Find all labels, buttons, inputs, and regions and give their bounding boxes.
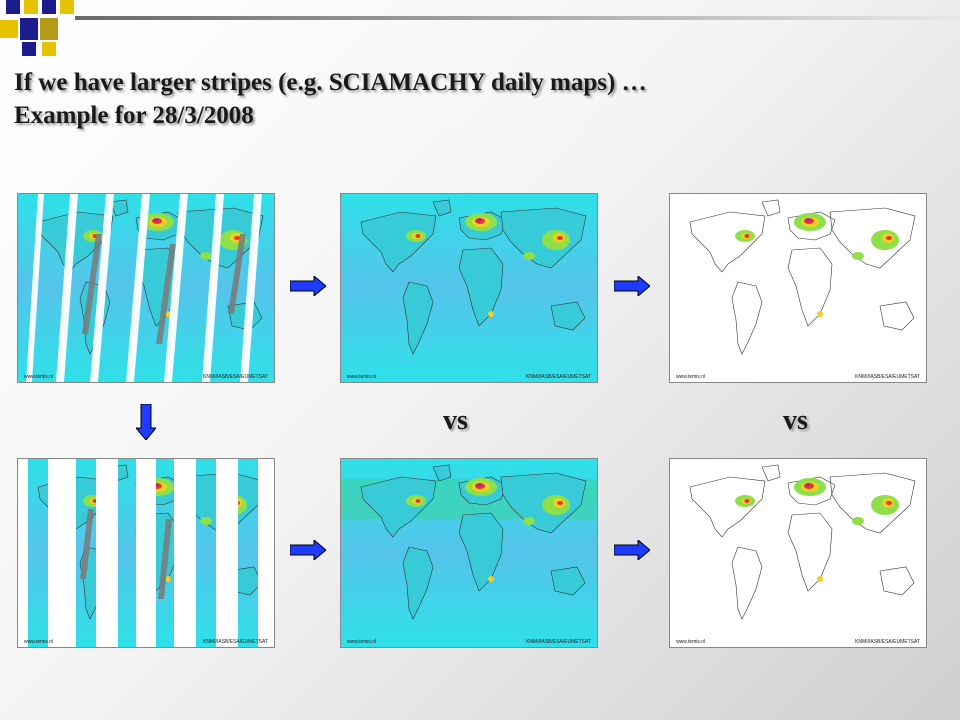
map-orbit-stripes-full: www.temis.nl KNMI/IASB/ESA/EUMETSAT [17,193,275,383]
map-reconstructed-thresholded: www.temis.nl KNMI/IASB/ESA/EUMETSAT [669,458,927,648]
title-line-1: If we have larger stripes (e.g. SCIAMACH… [14,69,647,96]
map-caption-credit: KNMI/IASB/ESA/EUMETSAT [855,374,920,380]
map-caption-credit: KNMI/IASB/ESA/EUMETSAT [203,374,268,380]
map-caption-source: www.temis.nl [24,374,54,380]
map-full-coverage: www.temis.nl KNMI/IASB/ESA/EUMETSAT [340,193,598,383]
top-rule [75,16,960,20]
title-line-2: Example for 28/3/2008 [14,102,254,129]
slide-title: If we have larger stripes (e.g. SCIAMACH… [14,66,914,132]
arrow-right-icon [290,540,326,560]
arrow-right-icon [614,276,650,296]
map-caption-source: www.temis.nl [24,639,54,645]
vs-label-middle: vs [443,405,468,436]
map-caption-source: www.temis.nl [676,639,706,645]
arrow-down-icon [136,404,156,440]
vs-label-right: vs [783,405,808,436]
arrow-right-icon [614,540,650,560]
map-caption-source: www.temis.nl [347,374,377,380]
logo [0,0,80,60]
map-caption-source: www.temis.nl [347,639,377,645]
map-thresholded: www.temis.nl KNMI/IASB/ESA/EUMETSAT [669,193,927,383]
arrow-right-icon [290,276,326,296]
map-caption-credit: KNMI/IASB/ESA/EUMETSAT [203,639,268,645]
map-orbit-stripes-wide: www.temis.nl KNMI/IASB/ESA/EUMETSAT [17,458,275,648]
map-caption-source: www.temis.nl [676,374,706,380]
map-caption-credit: KNMI/IASB/ESA/EUMETSAT [526,639,591,645]
map-caption-credit: KNMI/IASB/ESA/EUMETSAT [526,374,591,380]
map-reconstructed: www.temis.nl KNMI/IASB/ESA/EUMETSAT [340,458,598,648]
map-caption-credit: KNMI/IASB/ESA/EUMETSAT [855,639,920,645]
